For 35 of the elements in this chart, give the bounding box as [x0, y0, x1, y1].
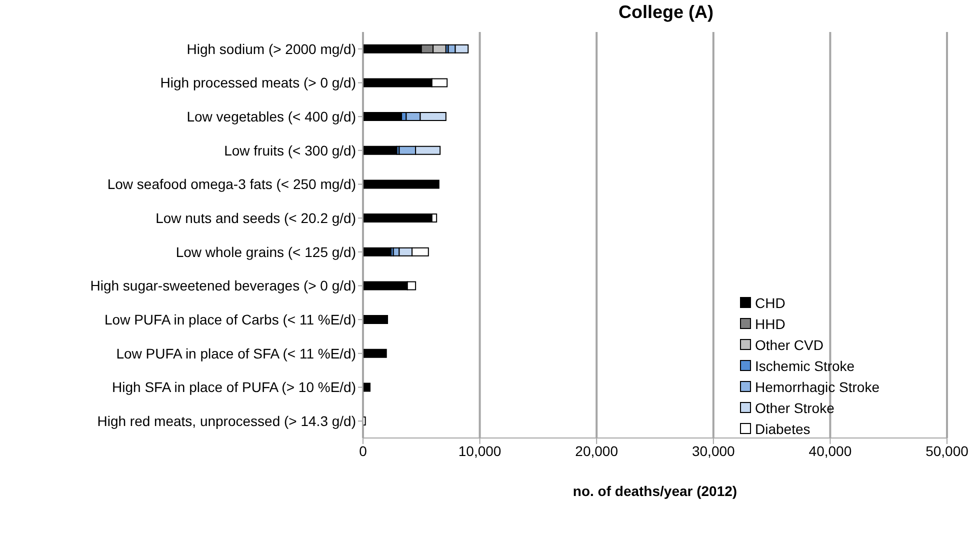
x-tick-label: 0	[359, 442, 368, 459]
bar	[363, 348, 387, 358]
y-tick-label: Low whole grains (< 125 g/d)	[176, 244, 356, 260]
chart-title: College (A)	[617, 2, 714, 23]
y-tick-label: Low vegetables (< 400 g/d)	[186, 108, 356, 125]
bar	[363, 382, 371, 392]
y-tick-label: High SFA in place of PUFA (> 10 %E/d)	[112, 379, 356, 396]
y-tick-label: Low seafood omega-3 fats (< 250 mg/d)	[107, 176, 356, 192]
bar	[363, 416, 366, 426]
x-tick-label: 50,000	[926, 442, 969, 459]
y-tick-label: Low PUFA in place of SFA (< 11 %E/d)	[116, 345, 356, 362]
bar	[363, 180, 440, 189]
legend-label: Ischemic Stroke	[755, 358, 855, 374]
y-tick-label: Low nuts and seeds (< 20.2 g/d)	[156, 210, 356, 226]
y-tick-label: High sugar-sweetened beverages (> 0 g/d)	[90, 278, 356, 294]
bar	[363, 146, 398, 155]
legend-label: CHD	[755, 294, 786, 310]
y-tick-label: High red meats, unprocessed (> 14.3 g/d)	[97, 413, 356, 430]
x-axis-title: no. of deaths/year (2012)	[572, 483, 738, 499]
legend-label: Hemorrhagic Stroke	[755, 378, 880, 394]
legend-label: HHD	[755, 316, 786, 332]
bar	[363, 247, 392, 256]
bar	[363, 112, 402, 122]
y-tick-label: High sodium (> 2000 mg/d)	[186, 40, 356, 57]
y-tick-label: High processed meats (> 0 g/d)	[160, 74, 356, 91]
y-tick-label: Low PUFA in place of Carbs (< 11 %E/d)	[104, 312, 356, 328]
x-tick-label: 20,000	[575, 442, 618, 459]
x-tick-label: 10,000	[458, 442, 502, 459]
x-tick-label: 30,000	[692, 442, 736, 459]
legend-label: Other Stroke	[755, 400, 834, 416]
legend-label: Diabetes	[755, 420, 810, 436]
y-tick-label: Low fruits (< 300 g/d)	[224, 142, 356, 158]
x-tick-label: 40,000	[808, 442, 852, 459]
legend-label: Other CVD	[755, 336, 824, 352]
bar	[363, 315, 388, 324]
